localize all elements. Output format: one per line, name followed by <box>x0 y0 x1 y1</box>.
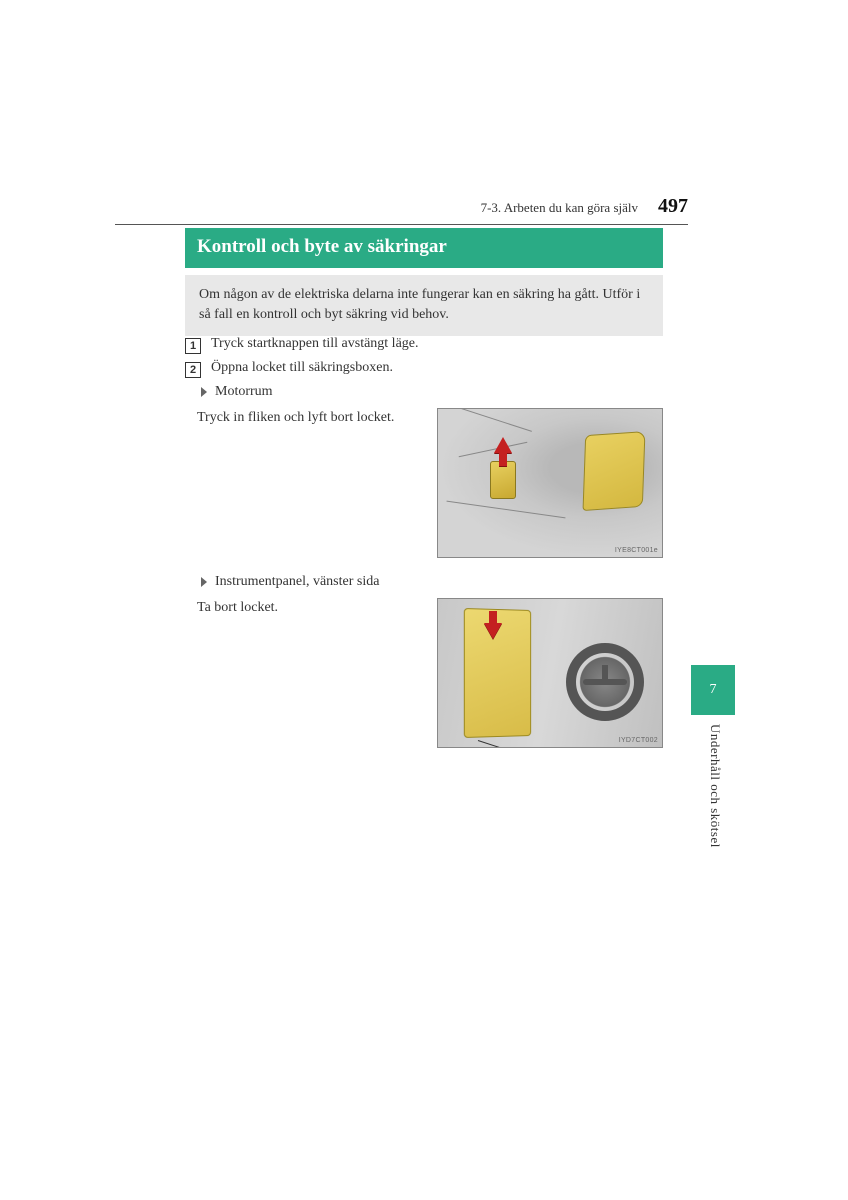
arrow-up-icon <box>494 437 512 453</box>
subsection-row-1: Tryck in fliken och lyft bort locket. IY… <box>185 408 663 558</box>
arrow-down-icon <box>484 623 502 639</box>
subsection-body: Ta bort locket. <box>185 598 417 748</box>
engine-illustration: IYE8CT001e <box>437 408 663 558</box>
figure-code: IYE8CT001e <box>615 547 658 554</box>
subsection-label: Motorrum <box>215 384 273 400</box>
step-text: Tryck startknappen till avstängt läge. <box>211 336 419 352</box>
chapter-label: Underhåll och skötsel <box>707 724 723 848</box>
figure-code: IYD7CT002 <box>619 737 658 744</box>
section-title: Kontroll och byte av säkringar <box>185 228 663 268</box>
step-text: Öppna locket till säkringsboxen. <box>211 360 393 376</box>
section-label: 7-3. Arbeten du kan göra själv <box>481 200 638 216</box>
step-number-box: 2 <box>185 362 201 378</box>
steering-wheel-icon <box>566 643 644 721</box>
intro-text: Om någon av de elektriska delarna inte f… <box>185 275 663 336</box>
step-1: 1 Tryck startknappen till avstängt läge. <box>185 336 663 354</box>
subsection-label: Instrumentpanel, vänster sida <box>215 574 379 590</box>
manual-page: 7-3. Arbeten du kan göra själv 497 Kontr… <box>0 0 848 1200</box>
triangle-bullet-icon <box>201 577 207 587</box>
subsection-row-2: Ta bort locket. IYD7CT002 <box>185 598 663 748</box>
dashboard-illustration: IYD7CT002 <box>437 598 663 748</box>
subsection-heading-1: Motorrum <box>201 384 663 400</box>
step-number-box: 1 <box>185 338 201 354</box>
chapter-number: 7 <box>710 682 717 698</box>
chapter-tab: 7 <box>691 665 735 715</box>
tab-highlight <box>490 461 516 499</box>
step-2: 2 Öppna locket till säkringsboxen. <box>185 360 663 378</box>
page-header: 7-3. Arbeten du kan göra själv 497 <box>115 195 688 225</box>
subsection-heading-2: Instrumentpanel, vänster sida <box>201 574 663 590</box>
subsection-body: Tryck in fliken och lyft bort locket. <box>185 408 417 558</box>
content-area: 1 Tryck startknappen till avstängt läge.… <box>185 336 663 764</box>
fuse-box-highlight <box>583 431 646 511</box>
triangle-bullet-icon <box>201 387 207 397</box>
page-number: 497 <box>658 195 688 218</box>
